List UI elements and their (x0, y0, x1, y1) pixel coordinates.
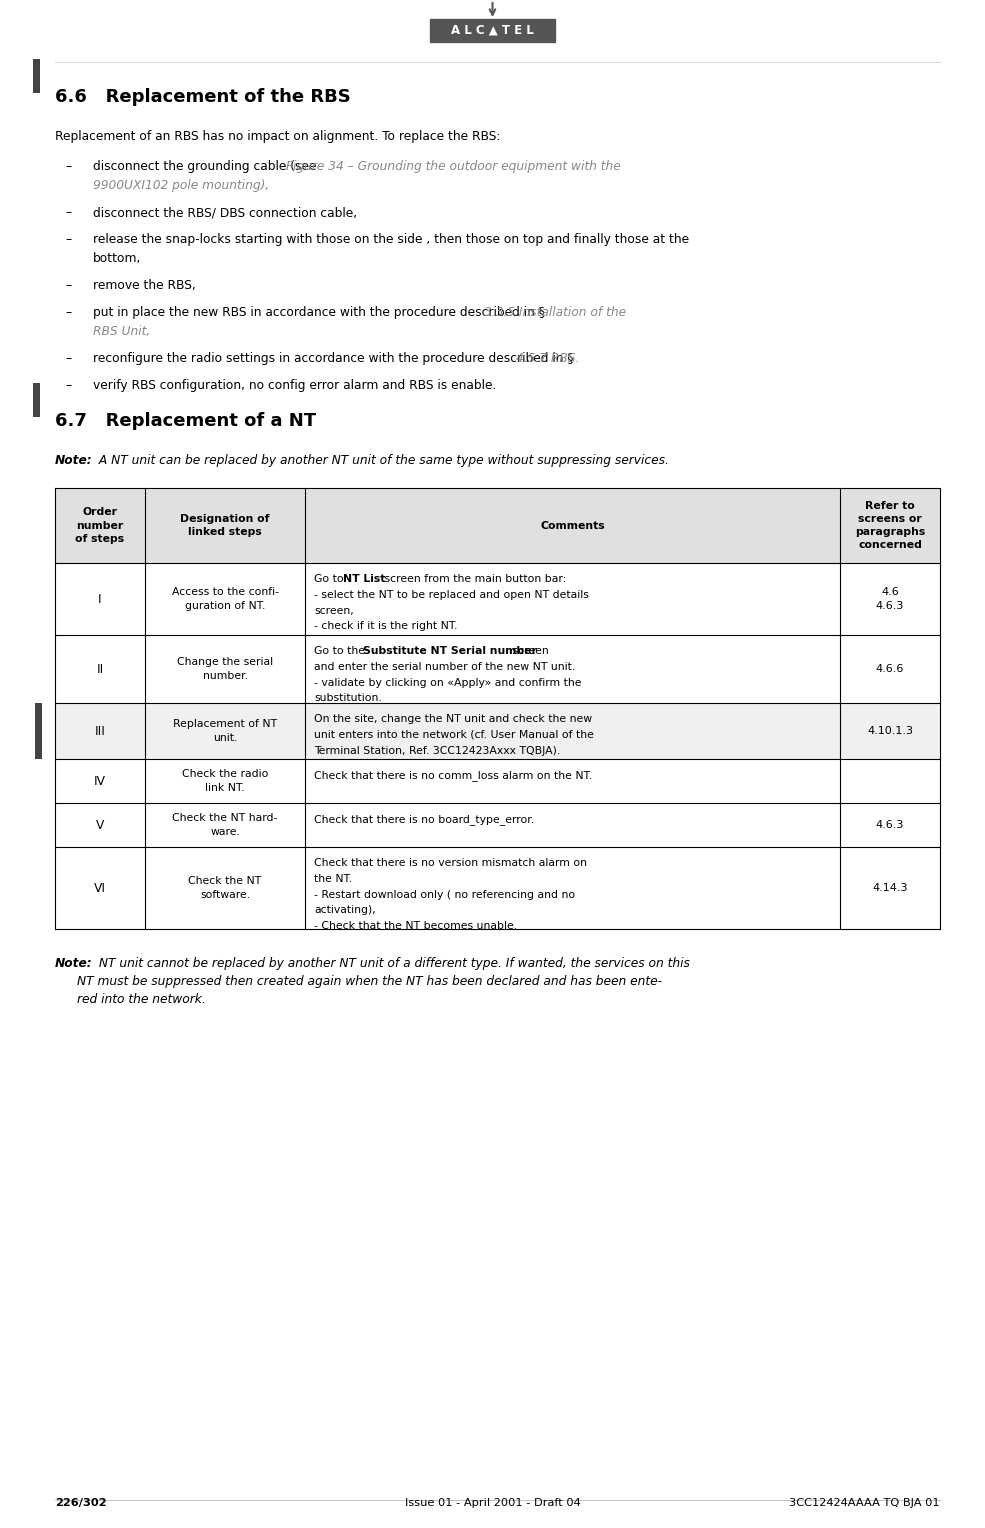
Text: Designation of
linked steps: Designation of linked steps (180, 513, 270, 538)
Text: disconnect the grounding cable (see: disconnect the grounding cable (see (93, 160, 320, 173)
Text: –: – (65, 379, 71, 393)
Text: On the site, change the NT unit and check the new: On the site, change the NT unit and chec… (314, 714, 592, 724)
Text: Go to the: Go to the (314, 646, 368, 656)
Text: release the snap-locks starting with those on the side , then those on top and f: release the snap-locks starting with tho… (93, 232, 690, 246)
Text: the NT.: the NT. (314, 874, 353, 883)
Text: and enter the serial number of the new NT unit.: and enter the serial number of the new N… (314, 662, 575, 672)
Text: screen,: screen, (314, 605, 354, 616)
Text: substitution.: substitution. (314, 694, 382, 703)
Text: Replacement of an RBS has no impact on alignment. To replace the RBS:: Replacement of an RBS has no impact on a… (55, 130, 500, 144)
Text: A NT unit can be replaced by another NT unit of the same type without suppressin: A NT unit can be replaced by another NT … (95, 454, 669, 468)
Text: 226/302: 226/302 (55, 1497, 106, 1508)
Text: VI: VI (94, 882, 106, 894)
Text: V: V (96, 819, 104, 831)
Text: put in place the new RBS in accordance with the procedure described in §: put in place the new RBS in accordance w… (93, 306, 549, 319)
Text: 3CC12424AAAA TQ BJA 01: 3CC12424AAAA TQ BJA 01 (789, 1497, 940, 1508)
Bar (55, 562, 940, 636)
Text: Check that there is no version mismatch alarm on: Check that there is no version mismatch … (314, 859, 587, 868)
Text: activating),: activating), (314, 906, 375, 915)
Text: unit enters into the network (cf. User Manual of the: unit enters into the network (cf. User M… (314, 730, 594, 740)
Text: 4.5.7 RBS.: 4.5.7 RBS. (516, 351, 579, 365)
Text: 4.14.3: 4.14.3 (873, 883, 908, 892)
Text: Issue 01 - April 2001 - Draft 04: Issue 01 - April 2001 - Draft 04 (405, 1497, 580, 1508)
Text: 4.6.6: 4.6.6 (876, 665, 904, 674)
Text: Refer to
screens or
paragraphs
concerned: Refer to screens or paragraphs concerned (855, 501, 925, 550)
Text: Check the radio
link NT.: Check the radio link NT. (182, 770, 268, 793)
Bar (35, 703, 42, 759)
Text: Check that there is no board_type_error.: Check that there is no board_type_error. (314, 814, 534, 825)
Text: Check that there is no comm_loss alarm on the NT.: Check that there is no comm_loss alarm o… (314, 770, 592, 781)
Text: 9900UXI102 pole mounting),: 9900UXI102 pole mounting), (93, 179, 269, 193)
Text: RBS Unit,: RBS Unit, (93, 325, 151, 338)
Text: Substitute NT Serial number: Substitute NT Serial number (363, 646, 537, 656)
Text: Access to the confi-
guration of NT.: Access to the confi- guration of NT. (171, 587, 279, 611)
Text: Note:: Note: (55, 957, 93, 970)
Bar (33, 60, 40, 93)
Bar (33, 384, 40, 417)
Text: verify RBS configuration, no config error alarm and RBS is enable.: verify RBS configuration, no config erro… (93, 379, 496, 393)
Text: bottom,: bottom, (93, 252, 142, 264)
Text: Check the NT
software.: Check the NT software. (188, 877, 262, 900)
Text: 4.6
4.6.3: 4.6 4.6.3 (876, 587, 904, 611)
Text: 4.10.1.3: 4.10.1.3 (867, 726, 913, 736)
Text: - Restart download only ( no referencing and no: - Restart download only ( no referencing… (314, 889, 575, 900)
Text: NT unit cannot be replaced by another NT unit of a different type. If wanted, th: NT unit cannot be replaced by another NT… (95, 957, 690, 970)
Text: Go to: Go to (314, 575, 347, 584)
Bar (430, 18, 555, 41)
Text: - validate by clicking on «Apply» and confirm the: - validate by clicking on «Apply» and co… (314, 677, 581, 688)
Text: 6.6   Replacement of the RBS: 6.6 Replacement of the RBS (55, 89, 351, 105)
Text: - Check that the NT becomes unable.: - Check that the NT becomes unable. (314, 921, 517, 931)
Text: - check if it is the right NT.: - check if it is the right NT. (314, 622, 457, 631)
Text: remove the RBS,: remove the RBS, (93, 280, 196, 292)
Text: –: – (65, 232, 71, 246)
Text: –: – (65, 206, 71, 219)
Text: IV: IV (94, 775, 106, 787)
Text: NT must be suppressed then created again when the NT has been declared and has b: NT must be suppressed then created again… (77, 975, 662, 989)
Text: II: II (97, 663, 103, 675)
Bar (55, 847, 940, 929)
Text: Replacement of NT
unit.: Replacement of NT unit. (173, 720, 277, 743)
Text: III: III (95, 724, 105, 738)
Text: –: – (65, 306, 71, 319)
Text: red into the network.: red into the network. (77, 993, 206, 1007)
Text: Order
number
of steps: Order number of steps (76, 507, 124, 544)
Text: - select the NT to be replaced and open NT details: - select the NT to be replaced and open … (314, 590, 589, 601)
Text: screen from the main button bar:: screen from the main button bar: (381, 575, 566, 584)
Text: 6.7   Replacement of a NT: 6.7 Replacement of a NT (55, 413, 316, 429)
Text: 3.3.5 Installation of the: 3.3.5 Installation of the (484, 306, 625, 319)
Bar (55, 759, 940, 804)
Text: reconfigure the radio settings in accordance with the procedure described in §: reconfigure the radio settings in accord… (93, 351, 577, 365)
Text: Comments: Comments (540, 521, 605, 530)
Bar (55, 636, 940, 703)
Text: Figure 34 – Grounding the outdoor equipment with the: Figure 34 – Grounding the outdoor equipm… (286, 160, 621, 173)
Text: Note:: Note: (55, 454, 93, 468)
Bar (55, 487, 940, 562)
Text: Check the NT hard-
ware.: Check the NT hard- ware. (172, 813, 278, 837)
Text: 4.6.3: 4.6.3 (876, 821, 904, 830)
Text: disconnect the RBS/ DBS connection cable,: disconnect the RBS/ DBS connection cable… (93, 206, 358, 219)
Text: I: I (98, 593, 101, 605)
Text: A L C ▲ T E L: A L C ▲ T E L (451, 23, 534, 37)
Bar (55, 703, 940, 759)
Text: NT List: NT List (344, 575, 386, 584)
Text: Change the serial
number.: Change the serial number. (177, 657, 273, 680)
Bar (55, 804, 940, 847)
Text: –: – (65, 280, 71, 292)
Text: –: – (65, 351, 71, 365)
Text: Terminal Station, Ref. 3CC12423Axxx TQBJA).: Terminal Station, Ref. 3CC12423Axxx TQBJ… (314, 746, 560, 756)
Text: screen: screen (509, 646, 549, 656)
Text: –: – (65, 160, 71, 173)
